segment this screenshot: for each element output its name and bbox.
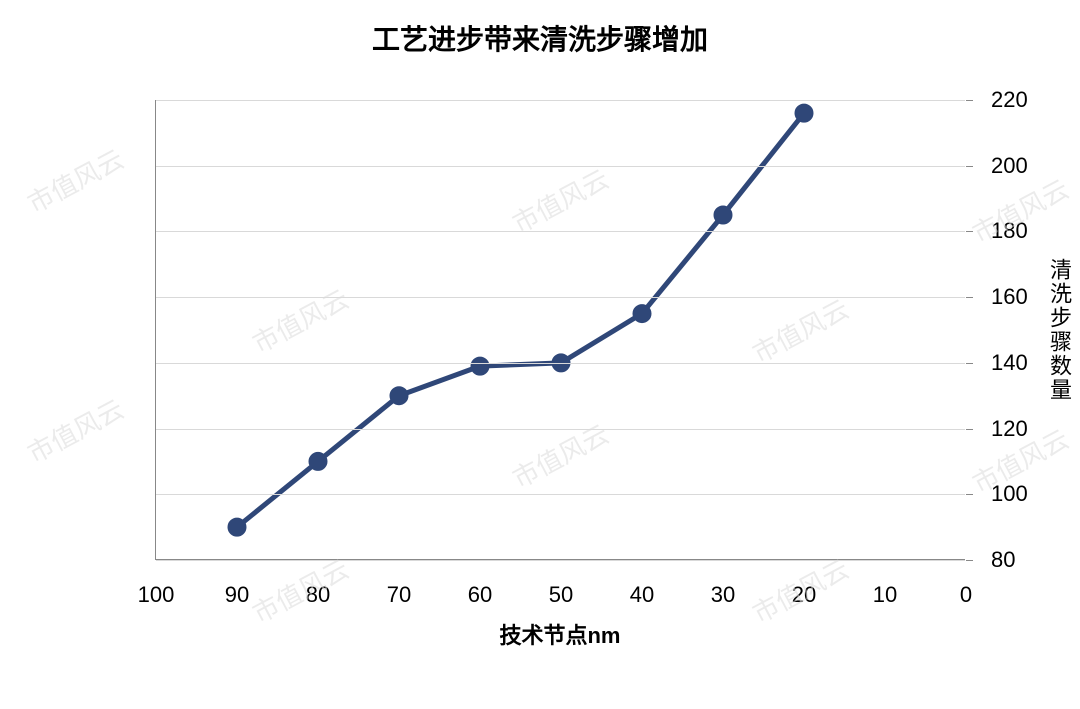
y-tick-mark — [966, 297, 973, 298]
watermark: 市值风云 — [245, 549, 354, 631]
x-tick-label: 80 — [306, 582, 330, 608]
gridline — [156, 100, 965, 101]
gridline — [156, 363, 965, 364]
y-tick-label: 100 — [991, 481, 1028, 507]
gridline — [156, 429, 965, 430]
x-tick-label: 70 — [387, 582, 411, 608]
data-point — [228, 518, 246, 536]
data-point — [714, 206, 732, 224]
x-tick-label: 30 — [711, 582, 735, 608]
data-point — [471, 357, 489, 375]
x-axis-label: 技术节点nm — [499, 618, 620, 650]
x-tick-label: 100 — [138, 582, 175, 608]
chart-svg — [156, 100, 966, 560]
y-tick-label: 120 — [991, 416, 1028, 442]
x-tick-label: 0 — [960, 582, 972, 608]
y-tick-label: 200 — [991, 153, 1028, 179]
gridline — [156, 231, 965, 232]
gridline — [156, 560, 965, 561]
y-tick-mark — [966, 231, 973, 232]
y-tick-label: 140 — [991, 350, 1028, 376]
chart-title: 工艺进步带来清洗步骤增加 — [0, 18, 1080, 58]
gridline — [156, 166, 965, 167]
y-tick-label: 180 — [991, 218, 1028, 244]
plot-area: 8010012014016018020022010090807060504030… — [155, 100, 965, 560]
y-tick-label: 160 — [991, 284, 1028, 310]
y-tick-mark — [966, 429, 973, 430]
y-tick-mark — [966, 560, 973, 561]
x-tick-label: 90 — [225, 582, 249, 608]
data-point — [309, 452, 327, 470]
y-tick-label: 220 — [991, 87, 1028, 113]
x-tick-label: 40 — [630, 582, 654, 608]
x-tick-label: 20 — [792, 582, 816, 608]
data-point — [633, 305, 651, 323]
gridline — [156, 494, 965, 495]
y-tick-mark — [966, 100, 973, 101]
watermark: 市值风云 — [20, 139, 129, 221]
data-point — [390, 387, 408, 405]
y-tick-mark — [966, 494, 973, 495]
x-tick-label: 60 — [468, 582, 492, 608]
x-tick-label: 10 — [873, 582, 897, 608]
watermark: 市值风云 — [20, 389, 129, 471]
y-axis-label: 清洗步骤数量 — [1043, 258, 1075, 402]
y-tick-mark — [966, 166, 973, 167]
gridline — [156, 297, 965, 298]
y-tick-mark — [966, 363, 973, 364]
x-tick-label: 50 — [549, 582, 573, 608]
y-tick-label: 80 — [991, 547, 1015, 573]
data-point — [795, 104, 813, 122]
